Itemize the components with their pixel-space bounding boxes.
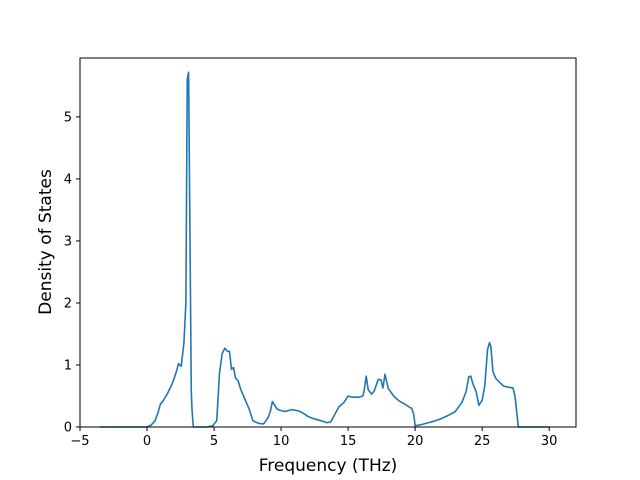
x-tick-label: 0 — [143, 434, 151, 449]
x-tick-label: 15 — [340, 434, 357, 449]
y-tick-label: 3 — [64, 234, 72, 249]
y-tick-label: 0 — [64, 421, 72, 436]
y-axis: 0 1 2 3 4 5 — [64, 110, 80, 436]
y-tick-label: 2 — [64, 296, 72, 311]
x-axis: −5 0 5 10 15 20 25 30 — [70, 427, 557, 449]
x-axis-label: Frequency (THz) — [259, 456, 398, 476]
x-tick-label: 10 — [273, 434, 290, 449]
plot-area — [80, 58, 576, 427]
y-axis-label: Density of States — [36, 169, 56, 315]
y-tick-label: 1 — [64, 358, 72, 373]
x-tick-label: 20 — [407, 434, 424, 449]
dos-series-line — [99, 71, 550, 428]
series-layer — [99, 71, 550, 428]
plot-frame — [79, 57, 577, 428]
y-tick-label: 4 — [64, 172, 72, 187]
x-tick-label: 5 — [210, 434, 218, 449]
x-tick-label: 30 — [541, 434, 558, 449]
y-tick-label: 5 — [64, 110, 72, 125]
x-tick-label: 25 — [474, 434, 491, 449]
x-tick-label: −5 — [70, 434, 89, 449]
